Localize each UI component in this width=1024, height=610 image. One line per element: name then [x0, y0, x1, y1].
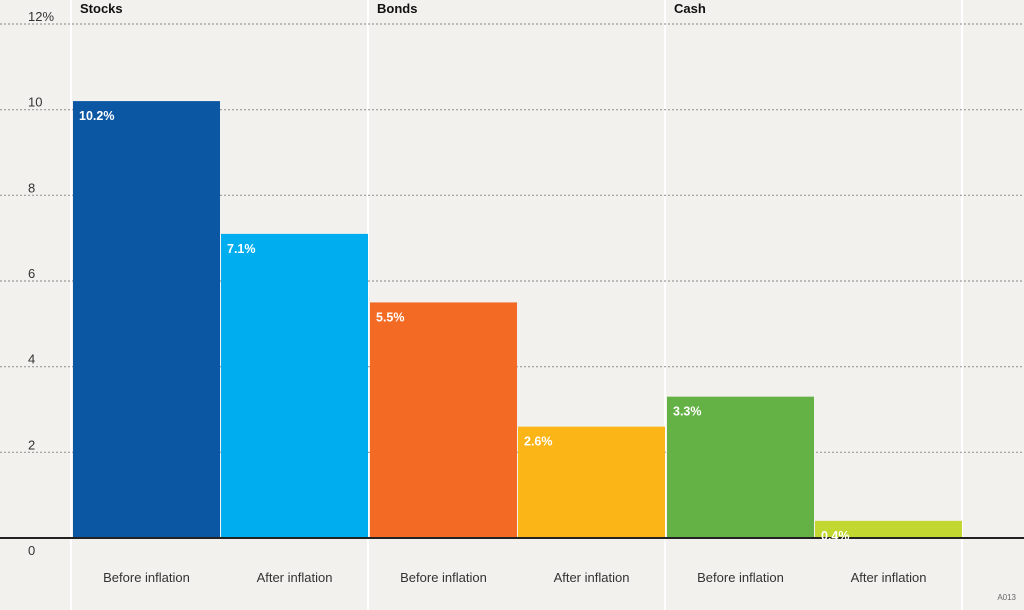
y-tick-label: 2	[28, 437, 35, 452]
category-label: After inflation	[554, 570, 630, 585]
bars	[73, 101, 962, 538]
data-label: 3.3%	[673, 405, 702, 419]
bar	[73, 101, 220, 538]
data-label: 0.4%	[821, 529, 850, 543]
group-title: Stocks	[80, 1, 123, 16]
group-title: Bonds	[377, 1, 417, 16]
bar	[221, 233, 368, 538]
category-label: Before inflation	[103, 570, 190, 585]
labels: Stocks 10.2% Before inflation 7.1% After inf…	[28, 1, 926, 585]
group-title: Cash	[674, 1, 706, 16]
bar	[667, 396, 814, 538]
y-tick-label: 12%	[28, 9, 54, 24]
bar	[518, 426, 665, 538]
figure-code: A013	[997, 593, 1016, 602]
data-label: 10.2%	[79, 109, 114, 123]
category-label: After inflation	[851, 570, 927, 585]
data-label: 2.6%	[524, 435, 553, 449]
y-tick-label: 0	[28, 543, 35, 558]
y-tick-label: 8	[28, 180, 35, 195]
category-label: After inflation	[257, 570, 333, 585]
category-label: Before inflation	[400, 570, 487, 585]
data-label: 7.1%	[227, 242, 256, 256]
bar	[370, 302, 517, 538]
y-tick-label: 4	[28, 352, 35, 367]
y-tick-label: 10	[28, 95, 42, 110]
bar	[815, 520, 962, 538]
y-tick-label: 6	[28, 266, 35, 281]
data-label: 5.5%	[376, 310, 405, 324]
category-label: Before inflation	[697, 570, 784, 585]
